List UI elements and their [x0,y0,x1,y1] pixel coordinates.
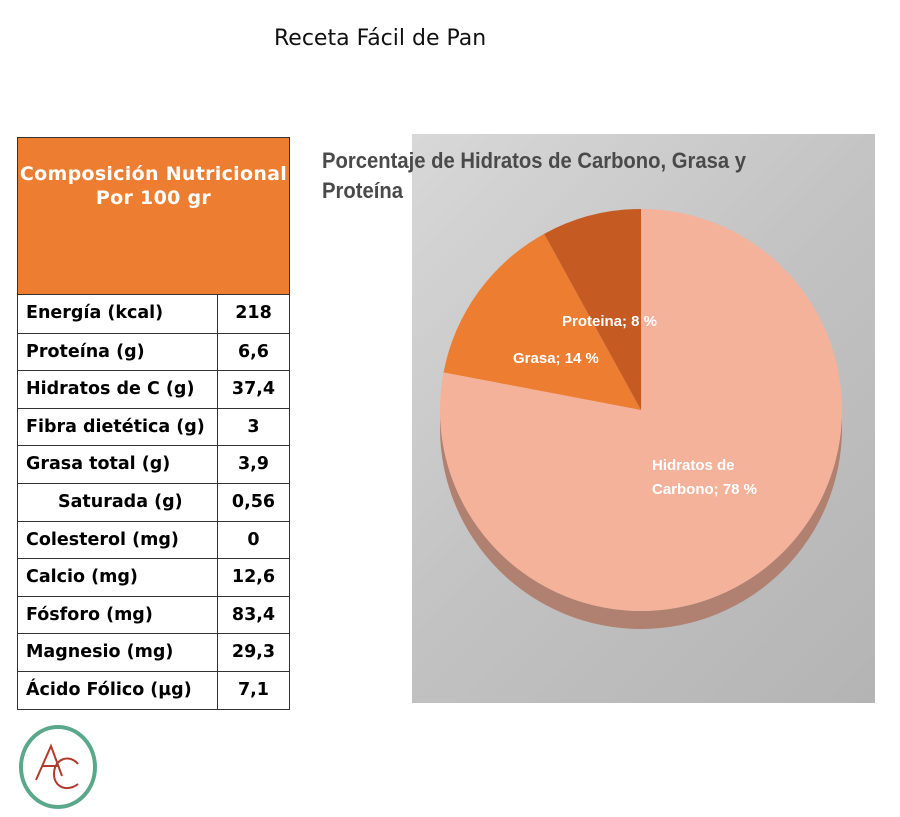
row-name: Grasa total (g) [18,446,218,483]
pie-slice-hidratos-de-carbono [440,209,842,611]
chart-title-line-2: Proteína [322,178,403,203]
row-name: Fibra dietética (g) [18,408,218,446]
table-row: Magnesio (mg) 29,3 [18,633,289,671]
row-value: 29,3 [231,642,276,663]
row-name: Colesterol (mg) [18,521,218,559]
row-value: 3,9 [237,454,269,475]
chart-title-line-1: Porcentaje de Hidratos de Carbono, Grasa… [322,148,747,173]
row-value: 0,56 [231,491,276,512]
pie-chart: Hidratos de Carbono; 78 % Grasa; 14 % Prote… [440,209,842,629]
row-value: 0 [247,529,260,550]
pie-slice-grasa [443,233,641,410]
slice-label-proteina: Proteina; 8 % [562,313,657,330]
nutrition-table: Energía (kcal) 218 Proteína (g) 6,6 Hidrat… [17,294,290,710]
table-row: Colesterol (mg) 0 [18,520,289,559]
row-name: Calcio (mg) [18,559,218,596]
row-value: 12,6 [231,567,276,588]
row-name: Energía (kcal) [18,295,218,333]
row-value: 218 [235,303,272,323]
row-name: Fósforo (mg) [18,596,218,634]
page-title: Receta Fácil de Pan [274,26,487,51]
row-name: Magnesio (mg) [18,634,218,671]
table-row: Fibra dietética (g) 3 [18,407,289,446]
row-name: Ácido Fólico (µg) [18,671,218,709]
table-row: Hidratos de C (g) 37,4 [18,370,289,408]
table-row: Grasa total (g) 3,9 [18,445,289,483]
row-value: 6,6 [237,341,269,362]
table-row: Saturada (g) 0,56 [18,482,289,521]
table-row: Calcio (mg) 12,6 [18,558,289,596]
row-value: 37,4 [231,379,276,400]
row-value: 3 [247,416,260,437]
nutrition-table-header-text: Composición Nutricional Por 100 gr [18,162,289,210]
table-row: Proteína (g) 6,6 [18,332,289,371]
chart-title: Porcentaje de Hidratos de Carbono, Grasa… [322,146,764,206]
header-line-2: Por 100 gr [95,187,212,209]
header-line-1: Composición Nutricional [19,163,288,185]
table-row: Fósforo (mg) 83,4 [18,595,289,634]
row-name: Proteína (g) [18,333,218,371]
row-name: Saturada (g) [18,483,218,521]
logo-ring [19,725,97,809]
slice-label-grasa: Grasa; 14 % [513,350,599,367]
row-name: Hidratos de C (g) [18,371,218,408]
pie-slice-proteina [544,209,641,410]
logo-letter-c [52,757,79,790]
table-row: Ácido Fólico (µg) 7,1 [18,670,289,709]
nutrition-table-header: Composición Nutricional Por 100 gr [17,137,290,294]
table-row: Energía (kcal) 218 [18,295,289,333]
ac-logo [19,725,97,809]
slice-label-hidratos-de-carbono: Hidratos de Carbono; 78 % [652,457,757,498]
row-value: 7,1 [237,679,269,700]
row-value: 83,4 [231,604,276,625]
